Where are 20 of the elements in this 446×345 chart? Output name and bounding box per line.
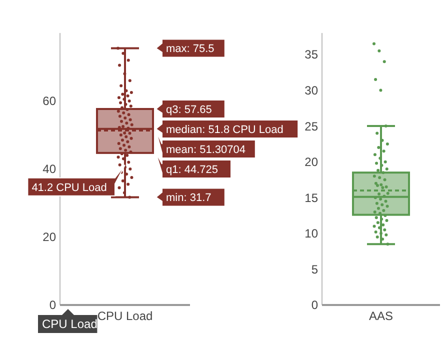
text: q1: 44.725 (166, 164, 218, 176)
y-tick-label: 20 (304, 155, 318, 170)
text: q3: 57.65 (166, 104, 212, 116)
text: max: 75.5 (166, 43, 214, 56)
y-tick-label: 60 (42, 94, 56, 108)
y-tick-label: 30 (304, 83, 318, 98)
annotation: 41.2 CPU Load (32, 182, 107, 194)
text: median: 51.8 CPU Load (166, 124, 284, 136)
y-tick-label: 20 (42, 230, 56, 244)
y-tick-label: 35 (304, 48, 318, 62)
y-tick-label: 0 (49, 298, 56, 312)
y-tick-label: 10 (304, 226, 318, 241)
y-tick-label: 40 (42, 162, 56, 176)
text: mean: 51.30704 (166, 144, 246, 156)
y-tick-label: 0 (311, 298, 318, 312)
y-tick-label: 5 (311, 262, 318, 276)
y-tick-label: 25 (304, 119, 318, 134)
text: min: 31.7 (166, 192, 212, 204)
y-tick-label: 15 (304, 190, 318, 205)
x-tick-label: AAS (368, 309, 394, 323)
